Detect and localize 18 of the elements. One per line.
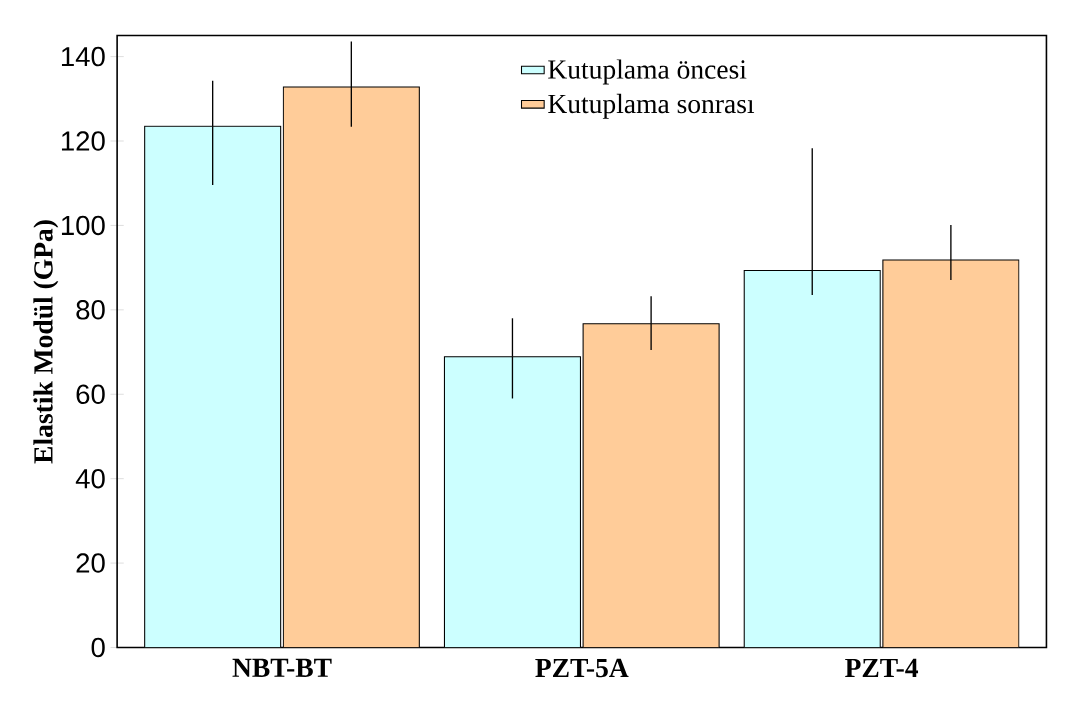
y-tick-label: 0 <box>91 637 105 658</box>
y-tick-label: 60 <box>76 384 105 405</box>
bar <box>582 323 720 648</box>
bar <box>144 125 282 648</box>
y-tick-label: 80 <box>76 300 105 320</box>
x-tick-label: PZT-4 <box>845 658 919 677</box>
y-tick-label: 120 <box>61 131 105 151</box>
y-axis-title: Elastik Modül (GPa) <box>33 220 59 464</box>
y-tick-label: 40 <box>75 468 105 489</box>
bar <box>282 86 420 648</box>
bar <box>882 259 1020 648</box>
x-tick-label: PZT-5A <box>535 658 629 678</box>
y-tick-label: 100 <box>61 215 105 236</box>
y-tick-label: 20 <box>76 553 105 573</box>
x-tick-label: NBT-BT <box>232 658 332 677</box>
y-tick-label: 140 <box>61 46 105 67</box>
legend-label: Kutuplama öncesi <box>548 59 747 85</box>
legend-label: Kutuplama sonrası <box>548 93 755 119</box>
